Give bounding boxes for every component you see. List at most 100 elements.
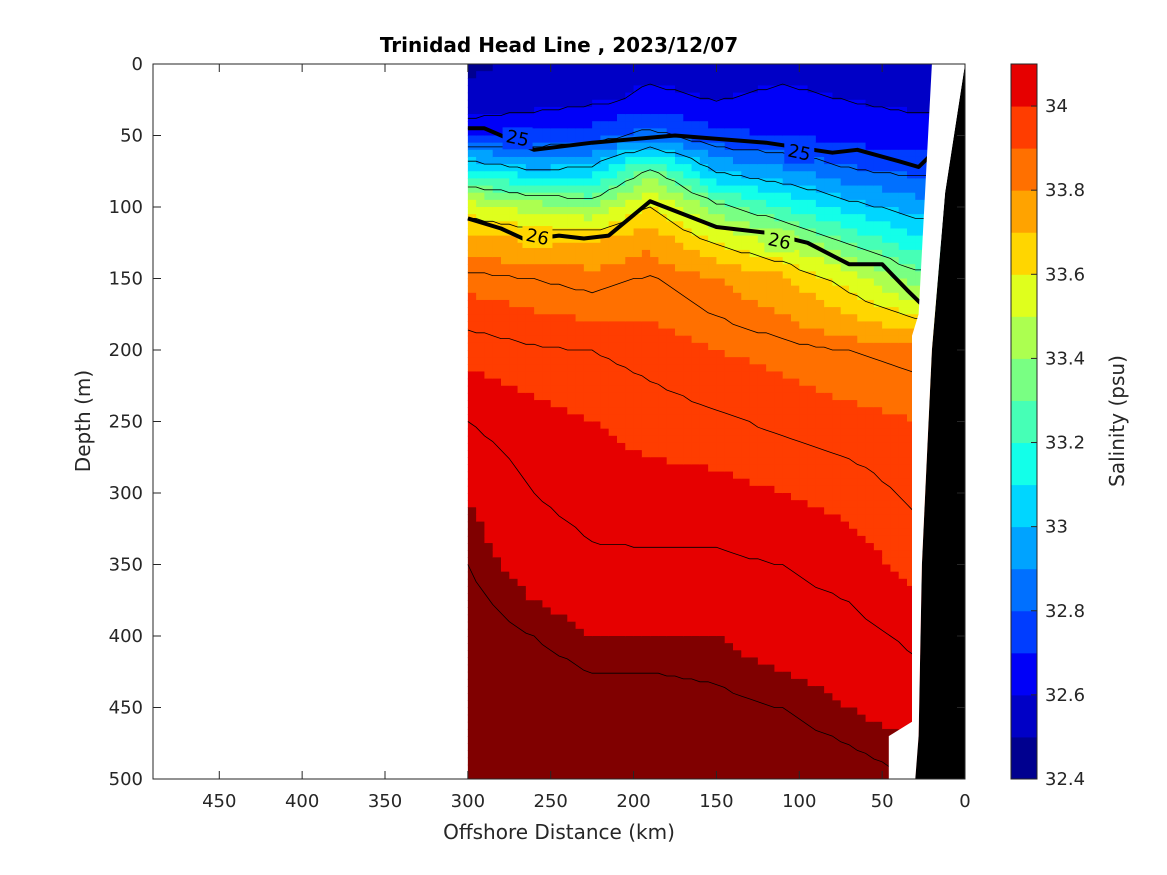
salinity-cell — [766, 764, 776, 773]
salinity-cell — [600, 128, 610, 137]
salinity-cell — [608, 407, 618, 415]
salinity-cell — [592, 385, 602, 394]
salinity-cell — [824, 664, 834, 673]
salinity-cell — [484, 71, 494, 79]
salinity-cell — [774, 750, 784, 759]
salinity-cell — [517, 585, 527, 594]
salinity-cell — [832, 135, 842, 144]
salinity-cell — [550, 650, 560, 659]
salinity-cell — [534, 314, 544, 322]
salinity-cell — [741, 307, 751, 315]
salinity-cell — [873, 628, 883, 637]
salinity-cell — [492, 707, 502, 716]
salinity-cell — [774, 657, 784, 666]
salinity-cell — [492, 585, 502, 594]
salinity-cell — [633, 650, 643, 659]
salinity-cell — [542, 585, 552, 594]
salinity-cell — [658, 428, 668, 437]
salinity-cell — [716, 414, 726, 423]
salinity-cell — [492, 471, 502, 480]
salinity-cell — [534, 686, 544, 694]
salinity-cell — [517, 736, 527, 744]
salinity-cell — [857, 578, 867, 587]
salinity-cell — [600, 700, 610, 709]
salinity-cell — [840, 743, 850, 751]
salinity-cell — [666, 471, 676, 480]
salinity-cell — [650, 400, 660, 408]
salinity-cell — [807, 650, 817, 659]
salinity-cell — [840, 607, 850, 616]
salinity-cell — [666, 464, 676, 473]
salinity-cell — [600, 671, 610, 680]
salinity-cell — [749, 628, 759, 637]
salinity-cell — [666, 564, 676, 573]
salinity-cell — [733, 664, 742, 673]
salinity-cell — [666, 457, 676, 465]
salinity-cell — [708, 507, 718, 516]
salinity-cell — [782, 514, 792, 523]
salinity-cell — [699, 757, 709, 766]
salinity-cell — [550, 721, 560, 730]
salinity-cell — [873, 743, 883, 751]
salinity-cell — [840, 528, 850, 537]
salinity-cell — [633, 78, 643, 87]
salinity-cell — [542, 71, 552, 79]
salinity-cell — [658, 249, 668, 258]
salinity-cell — [517, 600, 527, 608]
salinity-cell — [815, 392, 825, 401]
salinity-cell — [683, 85, 693, 94]
salinity-cell — [641, 528, 651, 537]
salinity-cell — [534, 507, 544, 516]
salinity-cell — [517, 442, 527, 451]
salinity-cell — [741, 299, 751, 308]
salinity-cell — [534, 292, 544, 301]
salinity-cell — [641, 471, 651, 480]
salinity-cell — [633, 607, 643, 616]
salinity-cell — [824, 543, 834, 551]
salinity-cell — [716, 285, 726, 294]
salinity-cell — [600, 264, 610, 272]
salinity-cell — [517, 199, 527, 208]
salinity-cell — [873, 400, 883, 408]
salinity-cell — [567, 571, 577, 580]
salinity-cell — [550, 428, 560, 437]
salinity-cell — [550, 693, 560, 701]
salinity-cell — [774, 357, 784, 365]
salinity-cell — [766, 578, 776, 587]
salinity-cell — [617, 686, 626, 694]
salinity-cell — [840, 614, 850, 623]
salinity-cell — [617, 285, 626, 294]
salinity-cell — [550, 600, 560, 608]
salinity-cell — [741, 99, 751, 108]
salinity-cell — [567, 643, 577, 651]
salinity-cell — [716, 85, 726, 94]
salinity-cell — [683, 714, 693, 723]
salinity-cell — [691, 457, 701, 465]
salinity-cell — [873, 71, 883, 79]
salinity-cell — [583, 543, 593, 551]
salinity-cell — [575, 636, 585, 644]
salinity-cell — [733, 271, 742, 280]
salinity-cell — [683, 149, 693, 158]
salinity-cell — [799, 92, 809, 101]
salinity-cell — [766, 714, 776, 723]
salinity-cell — [600, 535, 610, 544]
salinity-cell — [625, 750, 635, 759]
salinity-cell — [832, 464, 842, 473]
salinity-cell — [782, 307, 792, 315]
salinity-cell — [550, 607, 560, 616]
salinity-cell — [873, 142, 883, 151]
salinity-cell — [542, 557, 552, 566]
salinity-cell — [733, 585, 742, 594]
salinity-cell — [476, 693, 486, 701]
salinity-cell — [683, 728, 693, 737]
salinity-cell — [757, 285, 767, 294]
salinity-cell — [583, 178, 593, 187]
salinity-cell — [476, 500, 486, 508]
salinity-cell — [467, 507, 477, 516]
salinity-cell — [799, 435, 809, 444]
salinity-cell — [799, 614, 809, 623]
salinity-cell — [865, 299, 875, 308]
salinity-cell — [716, 407, 726, 415]
salinity-cell — [741, 671, 751, 680]
